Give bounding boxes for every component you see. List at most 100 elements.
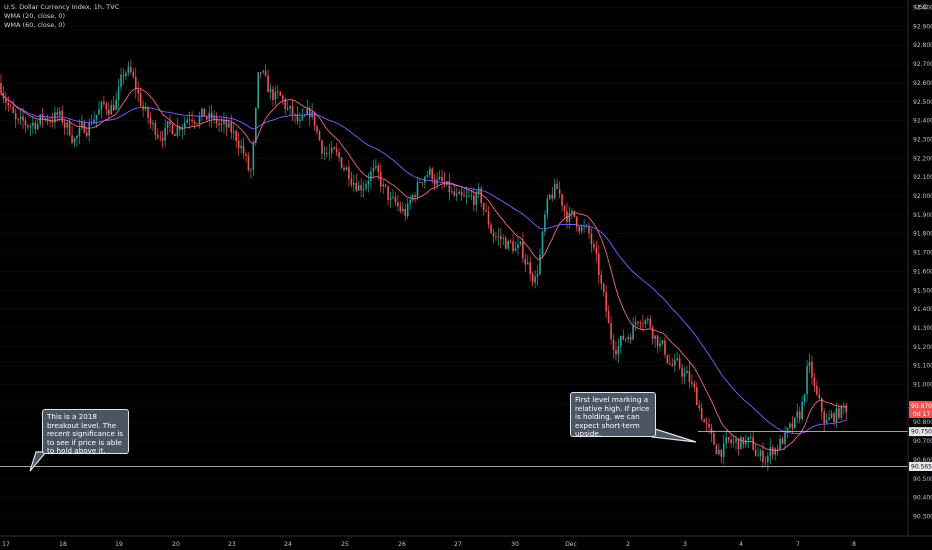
candle (524, 253, 527, 273)
candle (519, 240, 522, 247)
candle (568, 206, 571, 229)
candle (161, 130, 164, 149)
candle (595, 240, 598, 263)
candle (169, 114, 171, 133)
level-high-tag: 90.750 (909, 427, 932, 437)
candle (424, 175, 426, 189)
candle (759, 448, 762, 462)
left-annotation[interactable]: This is a 2018 breakout level. The recen… (42, 409, 129, 455)
candle (267, 69, 269, 93)
candle (811, 355, 813, 385)
candle (438, 170, 441, 181)
candle (257, 72, 260, 110)
candle (703, 418, 705, 423)
candle (477, 182, 480, 199)
candle (767, 452, 769, 472)
candle (186, 115, 188, 124)
candle (392, 189, 394, 200)
price-axis: 93.000 92.900 92.800 92.700 92.600 92.500 92.4… (913, 4, 932, 520)
candle (120, 67, 122, 91)
candle (323, 145, 326, 161)
candle (730, 434, 732, 448)
candle (843, 402, 845, 415)
legend-wma-60: WMA (60, close, 0) (4, 21, 66, 30)
candle (188, 111, 191, 129)
candle (14, 108, 17, 128)
time-tick-label: 4 (739, 541, 743, 548)
price-tick-label: 92.400 (913, 118, 932, 125)
candle (823, 408, 825, 432)
candle (193, 119, 196, 130)
time-tick-label: 2 (626, 541, 630, 548)
candle (808, 353, 811, 374)
candle (776, 444, 779, 456)
candle (798, 406, 801, 424)
candle (345, 166, 348, 171)
candle (500, 228, 502, 249)
candle (443, 172, 446, 188)
candle (769, 438, 772, 465)
candle (732, 435, 735, 448)
price-tick-label: 91.700 (913, 250, 932, 257)
candle (198, 111, 201, 129)
candle (656, 334, 659, 354)
right-annotation[interactable]: First level marking a relative high. If … (570, 392, 656, 438)
candle (664, 336, 666, 358)
legend-wma-20: WMA (20, close, 0) (4, 12, 66, 21)
candle (715, 443, 718, 455)
candle (600, 269, 603, 290)
price-tick-label: 92.200 (913, 155, 932, 162)
candle (539, 248, 541, 276)
candle (122, 67, 125, 85)
candle (544, 210, 546, 237)
candle (152, 119, 154, 132)
candle (19, 109, 22, 126)
candle (796, 403, 799, 424)
price-tick-label: 90.500 (913, 476, 932, 483)
candle (90, 114, 93, 126)
candle (534, 270, 536, 289)
candle (181, 123, 184, 140)
level-low-tag: 90.565 (909, 461, 932, 471)
candle (426, 170, 429, 178)
candle (252, 139, 255, 176)
candle (691, 374, 693, 388)
candle (789, 422, 791, 432)
candle (504, 235, 507, 250)
candle (367, 172, 370, 193)
candle (213, 109, 215, 125)
candle (362, 180, 365, 198)
candle (112, 96, 115, 112)
candle (134, 67, 137, 99)
candle (529, 256, 531, 282)
candle (17, 117, 19, 124)
candle (526, 254, 529, 265)
candle (416, 176, 419, 201)
candle (752, 430, 754, 451)
candle (10, 103, 12, 110)
candle (404, 203, 407, 222)
candle (536, 265, 539, 286)
candle (617, 338, 620, 364)
candle (825, 413, 828, 425)
candle (688, 361, 691, 389)
candle (791, 416, 794, 435)
candle (397, 195, 399, 212)
candle (171, 123, 174, 135)
candle (370, 166, 372, 190)
candle (644, 318, 647, 328)
candle (289, 105, 291, 116)
candle (830, 409, 833, 420)
candle (764, 456, 767, 466)
candle (573, 210, 576, 218)
candle (144, 102, 147, 112)
candle (700, 403, 703, 422)
candle (781, 436, 784, 445)
candle (63, 118, 66, 136)
candle (835, 402, 838, 428)
candle (818, 387, 821, 401)
candle (409, 194, 411, 210)
candle (615, 341, 617, 361)
candle (676, 351, 678, 362)
